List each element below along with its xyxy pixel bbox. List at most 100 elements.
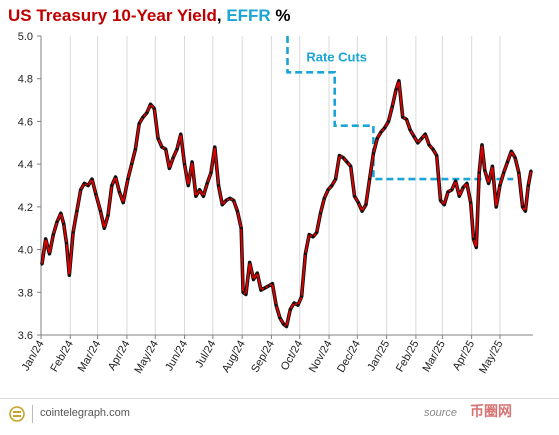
yield-data-point bbox=[256, 271, 259, 275]
yield-data-point bbox=[278, 316, 282, 320]
yield-data-point bbox=[353, 194, 356, 198]
yield-data-point bbox=[68, 274, 71, 277]
yield-data-point bbox=[75, 209, 79, 213]
x-tick-label: Jan/25 bbox=[365, 339, 392, 374]
yield-data-point bbox=[168, 167, 171, 170]
yield-data-point bbox=[439, 199, 442, 202]
yield-data-point bbox=[267, 284, 270, 288]
yield-data-point bbox=[160, 145, 164, 149]
yield-data-point bbox=[292, 301, 296, 305]
y-axis: 3.6 3.8 4.0 4.2 4.4 4.6 4.8 5.0 bbox=[18, 31, 42, 342]
yield-data-point bbox=[379, 130, 383, 134]
title-part-2: EFFR bbox=[226, 6, 271, 25]
yield-data-point bbox=[103, 227, 106, 230]
yield-data-point bbox=[334, 177, 337, 181]
yield-data-point bbox=[420, 137, 423, 140]
yield-data-point bbox=[241, 291, 245, 294]
x-tick-label: Feb/25 bbox=[394, 339, 422, 375]
yield-data-point bbox=[183, 162, 186, 166]
yield-data-point bbox=[416, 141, 419, 144]
yield-data-point bbox=[506, 160, 509, 164]
yield-data-point bbox=[289, 308, 292, 311]
yield-data-point bbox=[296, 303, 300, 307]
yield-data-point bbox=[190, 160, 194, 164]
yield-data-point bbox=[259, 288, 263, 292]
yield-data-point bbox=[494, 205, 498, 209]
yield-data-point bbox=[87, 184, 90, 187]
y-tick-label: 4.8 bbox=[18, 74, 33, 86]
yield-data-point bbox=[427, 143, 431, 147]
yield-data-point bbox=[153, 107, 156, 110]
yield-data-point bbox=[149, 103, 152, 106]
yield-data-point bbox=[252, 278, 255, 281]
yield-data-point bbox=[62, 222, 65, 226]
yield-data-point bbox=[412, 135, 416, 138]
yield-data-point bbox=[307, 233, 311, 236]
yield-data-point bbox=[224, 199, 228, 202]
yield-data-point bbox=[529, 169, 533, 172]
x-tick-label: Aug/24 bbox=[220, 339, 248, 375]
yield-data-point bbox=[521, 205, 524, 209]
yield-data-point bbox=[248, 261, 251, 264]
yield-data-point bbox=[498, 184, 502, 187]
yield-data-point bbox=[372, 152, 375, 155]
x-tick-label: Sep/24 bbox=[249, 339, 277, 375]
yield-data-point bbox=[194, 194, 198, 198]
yield-data-point bbox=[114, 175, 117, 179]
watermark-logo: 币圈网 bbox=[470, 404, 512, 420]
yield-data-point bbox=[59, 212, 63, 215]
yield-data-point bbox=[323, 197, 326, 200]
yield-data-point bbox=[405, 118, 408, 121]
yield-data-point bbox=[450, 188, 453, 191]
yield-data-point bbox=[513, 156, 517, 159]
yield-data-point bbox=[465, 182, 469, 185]
yield-data-point bbox=[446, 190, 450, 194]
x-tick-label: May/25 bbox=[477, 339, 505, 376]
yield-data-point bbox=[360, 209, 364, 213]
yield-data-point bbox=[480, 143, 484, 147]
yield-data-point bbox=[71, 231, 75, 234]
yield-data-point bbox=[469, 201, 472, 204]
yield-data-point bbox=[236, 209, 239, 213]
yield-data-point bbox=[209, 171, 213, 174]
title-part-1: US Treasury 10-Year Yield bbox=[8, 6, 217, 25]
yield-data-point bbox=[524, 209, 527, 213]
yield-data-point bbox=[228, 197, 232, 200]
cointelegraph-logo-icon bbox=[9, 406, 25, 422]
yield-data-point bbox=[232, 199, 235, 202]
yield-data-point bbox=[156, 137, 160, 140]
yield-data-point bbox=[55, 220, 59, 224]
footer: cointelegraph.com source 币圈网 bbox=[0, 398, 559, 429]
x-tick-label: Feb/24 bbox=[48, 339, 76, 375]
yield-data-point bbox=[239, 227, 243, 230]
yield-data-point bbox=[206, 182, 209, 185]
annotation-layer: Rate Cuts bbox=[306, 50, 367, 65]
yield-series-line bbox=[41, 79, 532, 328]
yield-data-point bbox=[487, 182, 490, 185]
y-tick-label: 4.6 bbox=[18, 116, 33, 128]
x-tick-label: Mar/24 bbox=[76, 339, 104, 375]
yield-data-point bbox=[454, 180, 457, 183]
yield-data-point bbox=[315, 231, 318, 234]
yield-data-point bbox=[244, 293, 248, 296]
yield-data-point bbox=[52, 233, 55, 236]
yield-data-point bbox=[502, 171, 505, 174]
yield-data-point bbox=[79, 188, 82, 191]
yield-data-point bbox=[435, 154, 438, 157]
yield-data-point bbox=[65, 241, 68, 245]
yield-data-point bbox=[172, 156, 175, 159]
yield-data-point bbox=[110, 184, 114, 187]
yield-data-point bbox=[401, 115, 404, 119]
yield-data-point bbox=[300, 295, 303, 298]
footer-site-link[interactable]: cointelegraph.com bbox=[40, 407, 130, 419]
y-tick-label: 5.0 bbox=[18, 31, 33, 43]
yield-data-point bbox=[217, 184, 220, 187]
yield-data-point bbox=[431, 147, 435, 151]
yield-data-point bbox=[213, 145, 216, 149]
yield-data-point bbox=[475, 246, 478, 249]
yield-data-point bbox=[99, 209, 102, 213]
yield-data-point bbox=[368, 177, 371, 181]
footer-source-label: source bbox=[424, 407, 458, 419]
yield-data-point bbox=[517, 171, 521, 174]
series-layer bbox=[40, 36, 533, 329]
